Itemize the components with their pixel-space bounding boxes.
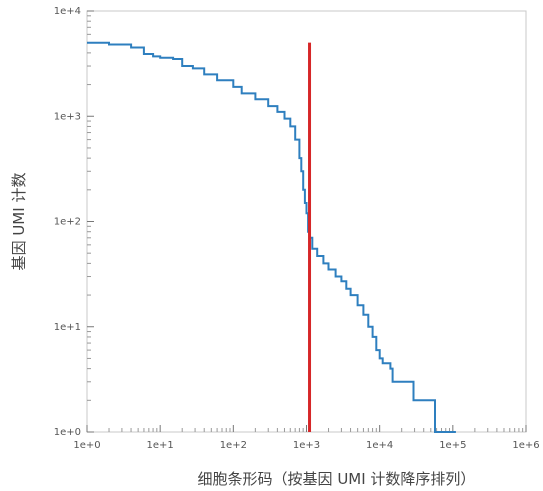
x-tick-label: 1e+2 [220,440,247,451]
x-tick-label: 1e+6 [512,440,539,451]
x-tick-label: 1e+0 [73,440,100,451]
y-tick-label: 1e+4 [54,6,81,17]
x-tick-label: 1e+1 [147,440,174,451]
y-tick-label: 1e+2 [54,217,81,228]
plot-area [86,10,527,433]
x-axis-title: 细胞条形码（按基因 UMI 计数降序排列） [198,470,476,488]
x-tick-label: 1e+3 [293,440,320,451]
x-axis-ticks: 1e+0 1e+1 1e+2 1e+3 1e+4 1e+5 1e+6 [73,425,540,451]
x-tick-label: 1e+4 [366,440,393,451]
y-tick-label: 1e+3 [54,111,81,122]
y-axis-ticks: 1e+0 1e+1 1e+2 1e+3 1e+4 [54,6,94,438]
x-tick-label: 1e+5 [439,440,466,451]
y-tick-label: 1e+0 [54,427,81,438]
y-tick-label: 1e+1 [54,322,81,333]
series-line [87,41,456,433]
y-axis-title: 基因 UMI 计数 [10,173,28,271]
